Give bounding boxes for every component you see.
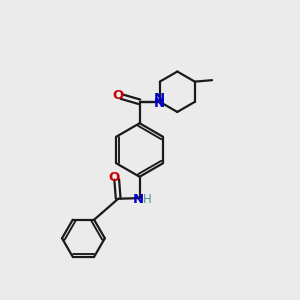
- Text: N: N: [132, 193, 143, 206]
- Text: H: H: [143, 193, 152, 206]
- Text: O: O: [108, 170, 119, 184]
- Text: O: O: [112, 88, 124, 101]
- Text: N: N: [154, 97, 165, 110]
- Text: N: N: [154, 92, 165, 105]
